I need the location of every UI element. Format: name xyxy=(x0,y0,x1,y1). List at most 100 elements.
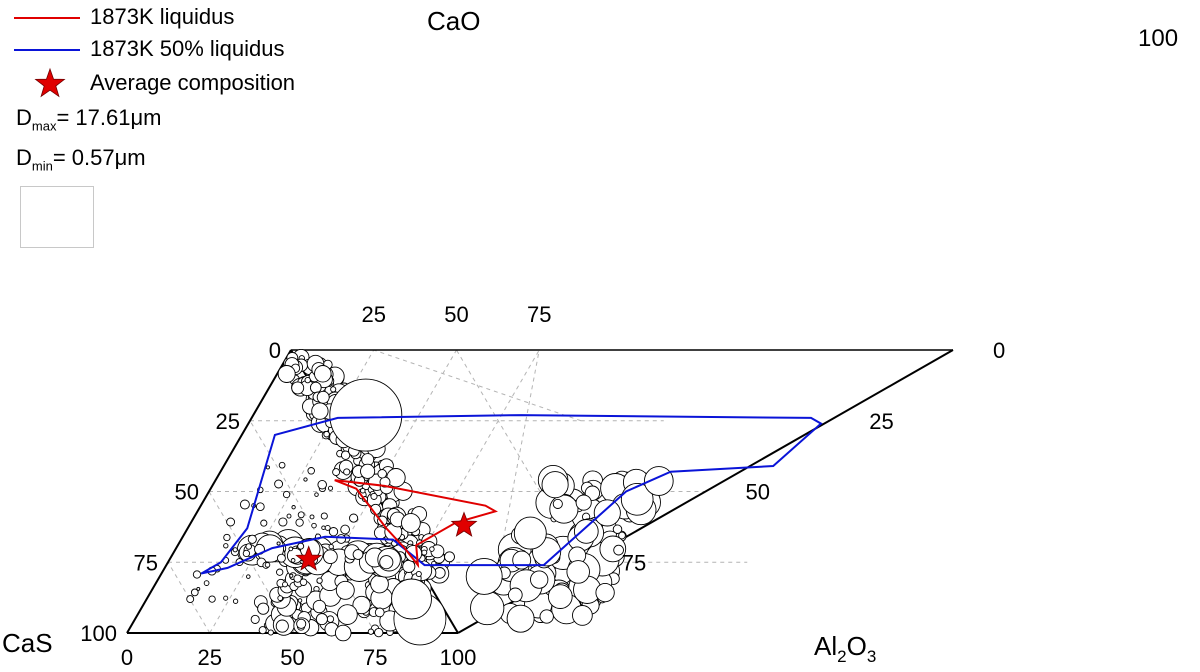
data-bubble xyxy=(245,543,252,550)
vertex-label-cas: CaS xyxy=(2,628,53,658)
data-bubble xyxy=(296,618,307,629)
data-bubble xyxy=(247,534,257,544)
top-axis-tick-label: 50 xyxy=(444,302,468,327)
left-axis-tick-label: 100 xyxy=(80,621,117,646)
data-bubble xyxy=(314,492,319,497)
data-bubble xyxy=(304,376,311,384)
data-bubble xyxy=(401,513,421,533)
data-bubble xyxy=(277,595,284,601)
legend-label-half-liquidus: 1873K 50% liquidus xyxy=(90,36,285,61)
data-bubble xyxy=(293,574,302,583)
grid-line xyxy=(415,349,540,563)
data-bubble xyxy=(316,577,323,584)
data-bubble xyxy=(290,558,296,563)
data-bubble xyxy=(192,570,202,579)
data-bubble xyxy=(547,584,573,609)
data-bubble xyxy=(595,582,615,603)
data-bubble xyxy=(566,560,590,584)
bubble-layer xyxy=(186,348,674,646)
data-bubble xyxy=(311,522,317,529)
data-bubble xyxy=(320,512,328,520)
data-bubble xyxy=(336,534,347,544)
data-bubble xyxy=(278,517,288,527)
legend-star-icon xyxy=(34,67,66,98)
data-bubble xyxy=(539,609,554,624)
right-axis-tick-label: 50 xyxy=(746,480,770,505)
half-liquidus-curve xyxy=(200,414,823,575)
data-bubble xyxy=(275,619,289,633)
data-bubble xyxy=(391,578,432,620)
data-bubble xyxy=(274,479,284,489)
data-bubble xyxy=(530,570,549,589)
data-bubble xyxy=(276,541,281,546)
data-bubble xyxy=(289,573,294,578)
data-bubble xyxy=(429,546,435,552)
data-bubble xyxy=(541,471,569,499)
legend-label-liquidus: 1873K liquidus xyxy=(90,4,235,29)
data-bubble xyxy=(507,587,523,603)
right-axis-tick-label: 75 xyxy=(622,550,646,575)
vertex-labels: CaO CaS Al2O3 100 xyxy=(2,6,1178,666)
average-markers xyxy=(295,511,478,571)
data-bubble xyxy=(314,365,332,383)
data-bubble xyxy=(340,524,350,535)
data-bubble xyxy=(323,549,338,565)
data-bubble xyxy=(250,614,260,624)
data-bubble xyxy=(265,465,270,470)
dmin-label: Dmin= 0.57μm xyxy=(16,145,146,173)
data-bubble xyxy=(277,365,296,383)
data-bubble xyxy=(286,513,292,519)
data-bubble xyxy=(276,553,286,563)
data-bubble xyxy=(323,430,330,438)
data-bubble xyxy=(276,568,284,576)
data-bubble xyxy=(352,549,364,560)
data-bubble xyxy=(575,494,592,511)
data-bubble xyxy=(329,378,403,452)
data-bubble xyxy=(203,580,210,586)
legend-label-average: Average composition xyxy=(90,70,296,95)
data-bubble xyxy=(223,533,231,542)
right-axis-tick-label: 0 xyxy=(993,338,1005,363)
bottom-axis-tick-label: 100 xyxy=(440,645,477,670)
data-bubble xyxy=(572,605,593,626)
data-bubble xyxy=(309,381,322,394)
data-bubble xyxy=(612,524,623,534)
data-bubble xyxy=(291,381,305,395)
data-bubble xyxy=(330,386,337,393)
dmax-prefix: D xyxy=(16,105,32,130)
data-bubble xyxy=(343,468,351,476)
dmax-label: Dmax= 17.61μm xyxy=(16,105,161,133)
top-axis-tick-label: 25 xyxy=(362,302,386,327)
dmin-value: = 0.57μm xyxy=(52,145,146,170)
data-bubble xyxy=(267,629,274,636)
data-bubble xyxy=(335,580,355,600)
left-axis-tick-label: 75 xyxy=(134,550,158,575)
data-bubble xyxy=(618,531,626,540)
data-bubble xyxy=(223,595,229,601)
data-bubble xyxy=(367,628,375,635)
data-bubble xyxy=(512,550,532,570)
data-bubble xyxy=(242,549,251,558)
data-bubble xyxy=(186,595,195,604)
data-bubble xyxy=(334,624,352,642)
data-bubble xyxy=(312,599,327,614)
data-bubble xyxy=(317,479,327,490)
data-bubble xyxy=(349,513,359,523)
data-bubble xyxy=(239,499,250,510)
data-bubble xyxy=(297,511,305,519)
al2o3-sub-3: 3 xyxy=(867,647,876,666)
al2o3-sub-2: 2 xyxy=(837,647,846,666)
data-bubble xyxy=(309,514,315,520)
liquidus-curve xyxy=(334,479,498,569)
data-bubble xyxy=(297,598,303,603)
data-bubble xyxy=(327,485,334,491)
data-bubble xyxy=(337,604,358,625)
data-bubble xyxy=(299,578,308,586)
data-bubble xyxy=(552,498,563,509)
data-bubble xyxy=(232,598,239,604)
vertex-label-top-right: 100 xyxy=(1138,25,1178,52)
left-axis-tick-label: 0 xyxy=(269,338,281,363)
bottom-axis-tick-label: 50 xyxy=(280,645,304,670)
